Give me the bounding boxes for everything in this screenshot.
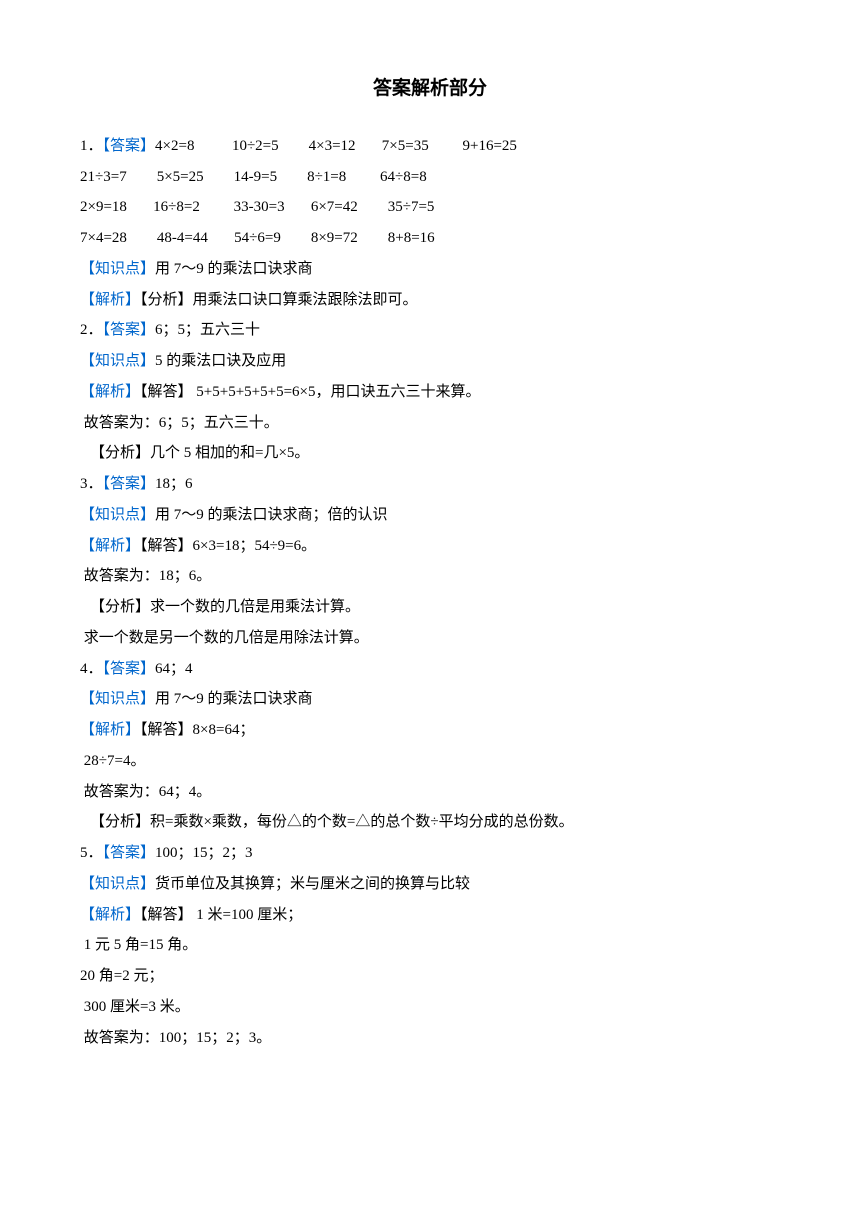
q1-kp: 【知识点】用 7～9 的乘法口诀求商 [80, 254, 780, 285]
answer-label: 【答案】 [103, 845, 156, 861]
q3-sol-pre: 【解答】 [140, 538, 193, 554]
q5-sol: 【解析】【解答】 1 米=100 厘米； [80, 900, 780, 931]
q2-fx: 【分析】几个 5 相加的和=几×5。 [80, 438, 780, 469]
page-title: 答案解析部分 [80, 70, 780, 109]
q1-row4: 7×4=28 48-4=44 54÷6=9 8×9=72 8+8=16 [80, 223, 780, 254]
analysis-label: 【解析】 [80, 292, 140, 308]
q4-ans-line: 故答案为：64；4。 [80, 777, 780, 808]
q4-ans: 64；4 [155, 661, 193, 677]
q4-sol-text: 8×8=64； [193, 722, 255, 738]
q3-kp: 【知识点】用 7～9 的乘法口诀求商；倍的认识 [80, 500, 780, 531]
q2-kp: 【知识点】5 的乘法口诀及应用 [80, 346, 780, 377]
q3-ans: 18；6 [155, 476, 193, 492]
q4-kp: 【知识点】用 7～9 的乘法口诀求商 [80, 684, 780, 715]
q5-answer: 5．【答案】100；15；2；3 [80, 838, 780, 869]
q2-ans: 6；5；五六三十 [155, 322, 260, 338]
q1-answer: 1．【答案】4×2=8 10÷2=5 4×3=12 7×5=35 9+16=25 [80, 131, 780, 162]
q3-sol: 【解析】【解答】6×3=18；54÷9=6。 [80, 531, 780, 562]
q4-sol-pre: 【解答】 [140, 722, 193, 738]
q5-l1: 1 元 5 角=15 角。 [80, 930, 780, 961]
q5-sol-text: 1 米=100 厘米； [196, 907, 302, 923]
q4-fx: 【分析】积=乘数×乘数，每份△的个数=△的总个数÷平均分成的总份数。 [80, 807, 780, 838]
q2-sol-pre: 【解答】 [140, 384, 196, 400]
q4-kp-text: 用 7～9 的乘法口诀求商 [155, 691, 313, 707]
analysis-label: 【解析】 [80, 384, 140, 400]
q2-ans-line: 故答案为：6；5；五六三十。 [80, 408, 780, 439]
q3-kp-text: 用 7～9 的乘法口诀求商；倍的认识 [155, 507, 388, 523]
q3-fx-pre: 【分析】 [90, 599, 150, 615]
q3-answer: 3．【答案】18；6 [80, 469, 780, 500]
q2-fx-text: 几个 5 相加的和=几×5。 [150, 445, 309, 461]
q4-fx-pre: 【分析】 [90, 814, 150, 830]
q2-kp-text: 5 的乘法口诀及应用 [155, 353, 286, 369]
q1-ana: 用乘法口诀口算乘法跟除法即可。 [193, 292, 418, 308]
q3-ans-line: 故答案为：18；6。 [80, 561, 780, 592]
q2-sol-text: 5+5+5+5+5+5=6×5，用口诀五六三十来算。 [196, 384, 480, 400]
q5-ans-line: 故答案为：100；15；2；3。 [80, 1023, 780, 1054]
q5-kp-text: 货币单位及其换算；米与厘米之间的换算与比较 [155, 876, 470, 892]
q4-sol2: 28÷7=4。 [80, 746, 780, 777]
knowledge-label: 【知识点】 [80, 876, 155, 892]
q5-l3: 300 厘米=3 米。 [80, 992, 780, 1023]
answer-label: 【答案】 [103, 138, 156, 154]
q4-sol: 【解析】【解答】8×8=64； [80, 715, 780, 746]
knowledge-label: 【知识点】 [80, 353, 155, 369]
answer-label: 【答案】 [103, 476, 156, 492]
q3-sol-text: 6×3=18；54÷9=6。 [193, 538, 317, 554]
q5-num: 5． [80, 845, 103, 861]
q1-row2: 21÷3=7 5×5=25 14-9=5 8÷1=8 64÷8=8 [80, 162, 780, 193]
knowledge-label: 【知识点】 [80, 261, 155, 277]
analysis-label: 【解析】 [80, 907, 140, 923]
q1-num: 1． [80, 138, 103, 154]
q1-row1: 4×2=8 10÷2=5 4×3=12 7×5=35 9+16=25 [155, 138, 517, 154]
q3-num: 3． [80, 476, 103, 492]
q4-num: 4． [80, 661, 103, 677]
q1-row3: 2×9=18 16÷8=2 33-30=3 6×7=42 35÷7=5 [80, 192, 780, 223]
q4-answer: 4．【答案】64；4 [80, 654, 780, 685]
q4-fx-text: 积=乘数×乘数，每份△的个数=△的总个数÷平均分成的总份数。 [150, 814, 574, 830]
q3-fx: 【分析】求一个数的几倍是用乘法计算。 [80, 592, 780, 623]
answer-label: 【答案】 [103, 322, 156, 338]
q2-fx-pre: 【分析】 [90, 445, 150, 461]
q5-sol-pre: 【解答】 [140, 907, 196, 923]
q1-kp-text: 用 7～9 的乘法口诀求商 [155, 261, 313, 277]
knowledge-label: 【知识点】 [80, 507, 155, 523]
q1-ana-pre: 【分析】 [140, 292, 193, 308]
q2-num: 2． [80, 322, 103, 338]
q2-sol: 【解析】【解答】 5+5+5+5+5+5=6×5，用口诀五六三十来算。 [80, 377, 780, 408]
q1-analysis: 【解析】【分析】用乘法口诀口算乘法跟除法即可。 [80, 285, 780, 316]
q3-fx2: 求一个数是另一个数的几倍是用除法计算。 [80, 623, 780, 654]
analysis-label: 【解析】 [80, 538, 140, 554]
q2-answer: 2．【答案】6；5；五六三十 [80, 315, 780, 346]
q5-kp: 【知识点】货币单位及其换算；米与厘米之间的换算与比较 [80, 869, 780, 900]
knowledge-label: 【知识点】 [80, 691, 155, 707]
q3-fx-text: 求一个数的几倍是用乘法计算。 [150, 599, 360, 615]
q5-ans: 100；15；2；3 [155, 845, 253, 861]
analysis-label: 【解析】 [80, 722, 140, 738]
q5-l2: 20 角=2 元； [80, 961, 780, 992]
answer-label: 【答案】 [103, 661, 156, 677]
